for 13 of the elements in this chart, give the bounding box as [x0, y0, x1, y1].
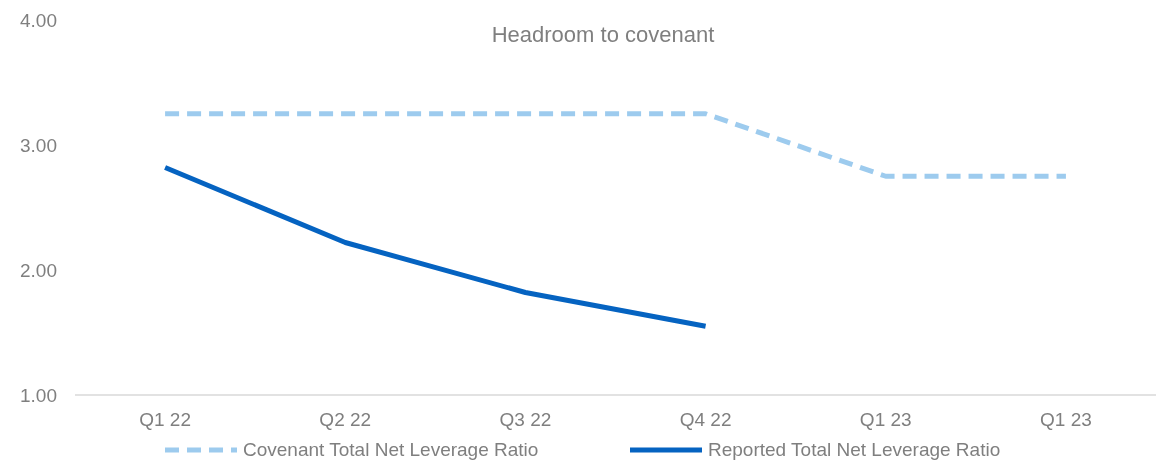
legend-label: Covenant Total Net Leverage Ratio	[243, 439, 539, 460]
x-tick-label: Q3 22	[499, 409, 552, 430]
y-tick-label: 3.00	[20, 135, 57, 156]
y-tick-label: 1.00	[20, 385, 57, 406]
chart-title: Headroom to covenant	[491, 22, 715, 47]
y-tick-label: 4.00	[20, 10, 57, 31]
x-tick-label: Q4 22	[679, 409, 732, 430]
y-tick-label: 2.00	[20, 260, 57, 281]
x-tick-label: Q1 23	[1040, 409, 1092, 430]
x-tick-label: Q1 23	[859, 409, 912, 430]
x-tick-label: Q1 22	[139, 409, 191, 430]
x-tick-label: Q2 22	[319, 409, 372, 430]
legend-label: Reported Total Net Leverage Ratio	[708, 439, 1001, 460]
